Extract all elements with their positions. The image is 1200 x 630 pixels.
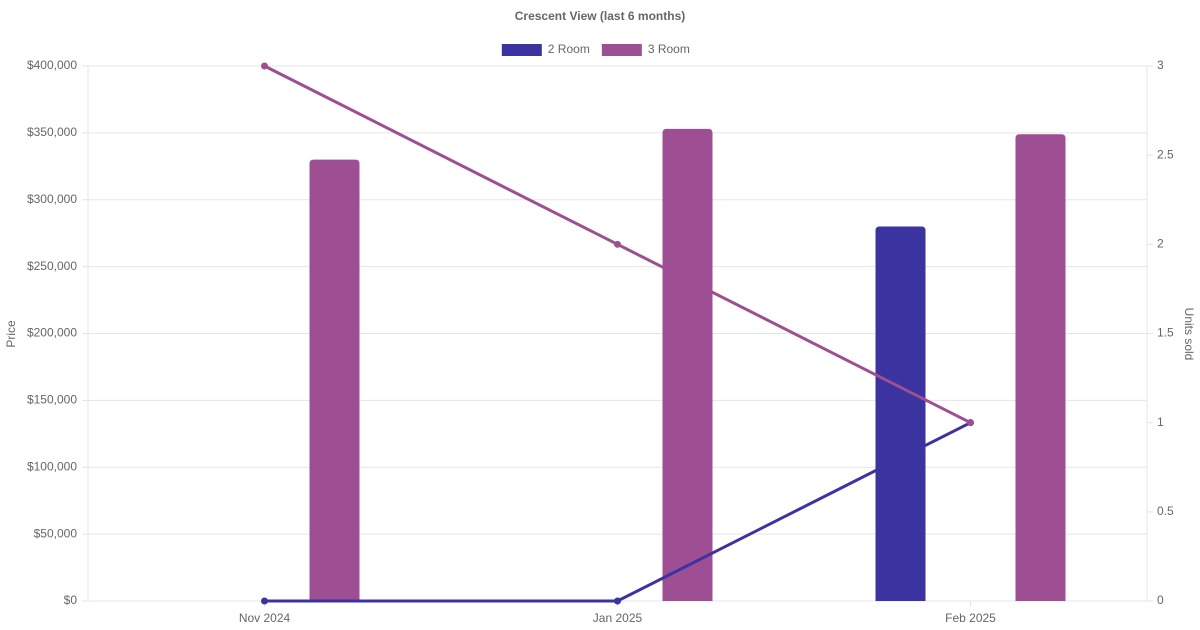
y-tick-label: $100,000 xyxy=(27,459,77,473)
y2-tick-label: 0 xyxy=(1157,593,1164,607)
point xyxy=(614,597,621,605)
y-axis-title: Price xyxy=(4,320,18,348)
point xyxy=(967,419,974,427)
y2-tick-label: 3 xyxy=(1157,58,1164,72)
y2-tick-label: 0.5 xyxy=(1157,504,1174,518)
x-tick-label: Feb 2025 xyxy=(945,611,996,625)
y-tick-label: $150,000 xyxy=(27,393,77,407)
y-tick-label: $250,000 xyxy=(27,259,77,273)
point xyxy=(261,597,268,605)
legend-swatch xyxy=(601,44,642,56)
bar xyxy=(875,226,926,601)
y2-tick-label: 2 xyxy=(1157,237,1164,251)
bar xyxy=(309,159,360,601)
y-tick-label: $50,000 xyxy=(34,526,78,540)
line xyxy=(264,421,972,603)
y2-tick-label: 2.5 xyxy=(1157,147,1174,161)
x-tick-label: Nov 2024 xyxy=(239,611,291,625)
legend-label: 3 Room xyxy=(648,42,690,56)
legend-label: 2 Room xyxy=(548,42,590,56)
x-tick-label: Jan 2025 xyxy=(593,611,643,625)
y-tick-label: $400,000 xyxy=(27,58,77,72)
point xyxy=(261,62,268,70)
y-tick-label: $300,000 xyxy=(27,192,77,206)
bar xyxy=(1015,134,1066,601)
y2-tick-label: 1 xyxy=(1157,415,1164,429)
y-tick-label: $0 xyxy=(64,593,78,607)
y2-axis-title: Units sold xyxy=(1182,308,1196,361)
y-tick-label: $350,000 xyxy=(27,125,77,139)
bar xyxy=(662,128,713,602)
y-tick-label: $200,000 xyxy=(27,326,77,340)
legend-swatch xyxy=(501,44,542,56)
point xyxy=(614,240,621,248)
chart-title: Crescent View (last 6 months) xyxy=(515,9,686,23)
y2-tick-label: 1.5 xyxy=(1157,326,1174,340)
